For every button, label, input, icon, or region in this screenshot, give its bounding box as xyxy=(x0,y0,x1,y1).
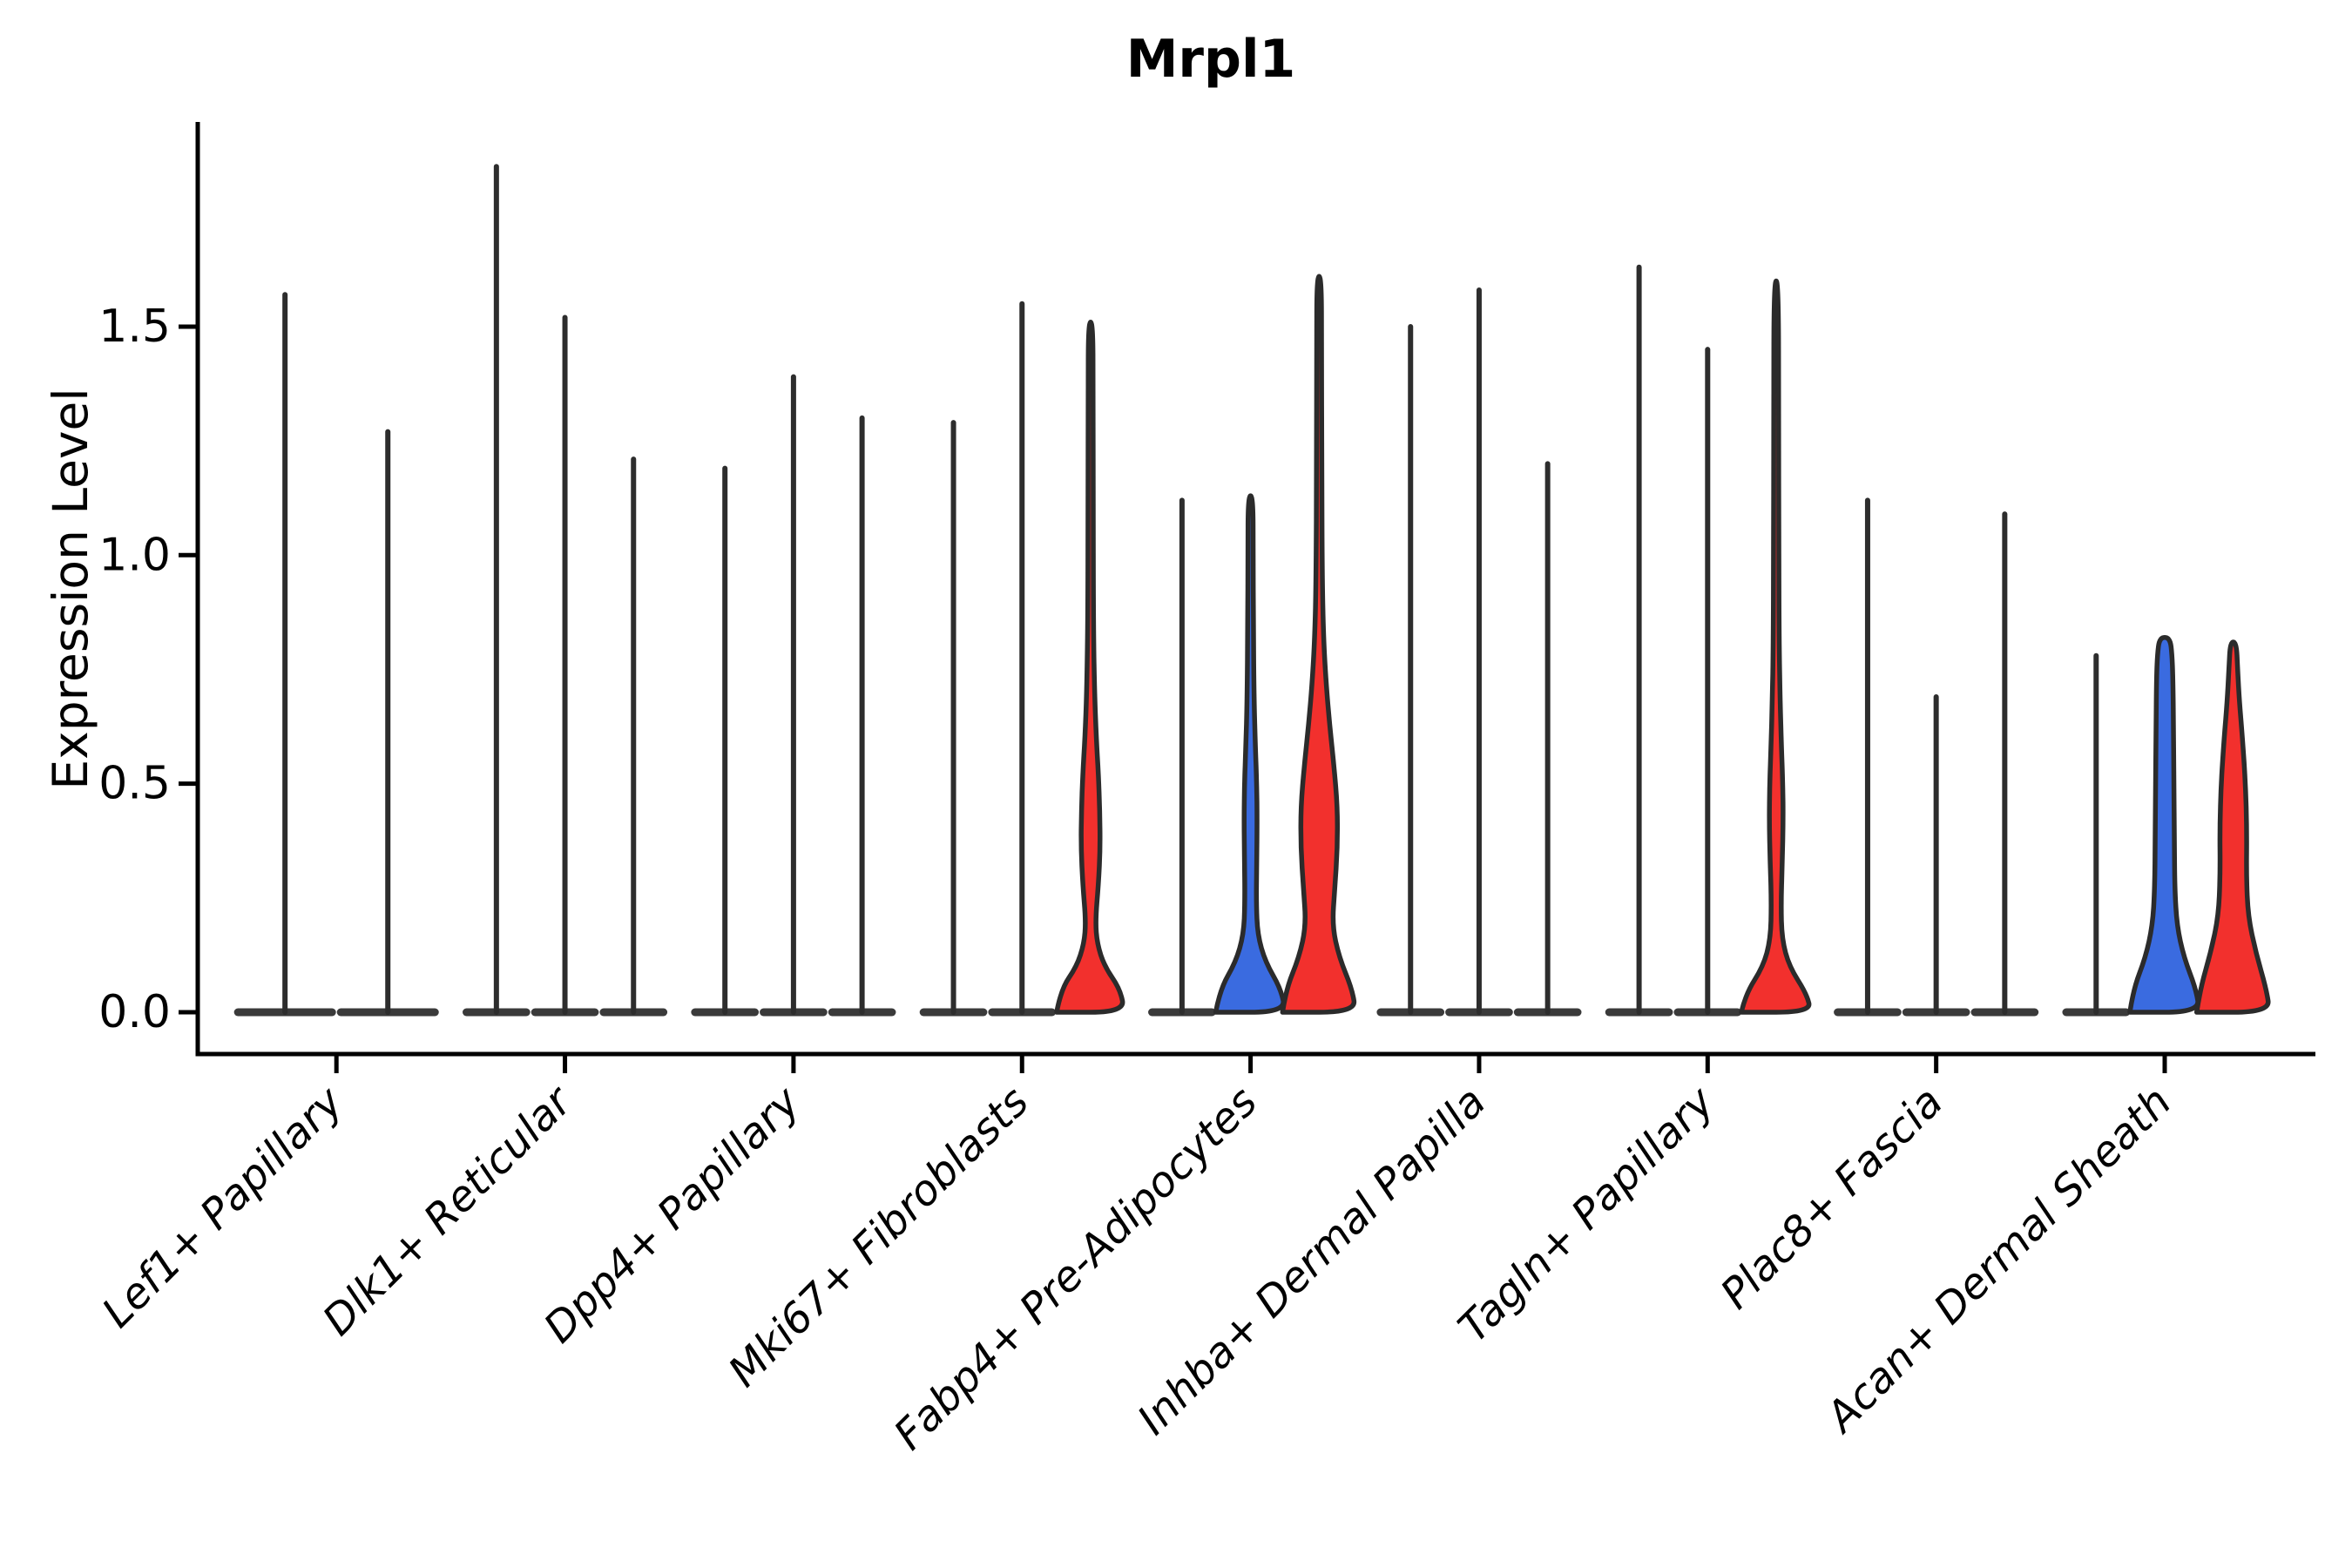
blue-violin-body xyxy=(1213,493,1286,1015)
y-tick-label: 1.0 xyxy=(98,529,171,581)
y-tick-label: 1.5 xyxy=(98,301,171,353)
y-tick-label: 0.0 xyxy=(98,986,171,1038)
x-tick-label: Dlk1+ Reticular xyxy=(314,1076,584,1346)
x-tick-label: Dpp4+ Papillary xyxy=(535,1077,810,1352)
axes-layer xyxy=(179,122,2315,1073)
red-violin-body xyxy=(1054,319,1125,1015)
y-tick-label: 0.5 xyxy=(98,758,171,810)
blue-violin-body xyxy=(2127,634,2200,1015)
violins-layer xyxy=(233,164,2271,1017)
x-tick-label: Tagln+ Papillary xyxy=(1450,1077,1725,1352)
red-violin-body xyxy=(2193,639,2271,1015)
y-axis-label: Expression Level xyxy=(43,388,98,789)
x-tick-label: Plac8+ Fascia xyxy=(1711,1078,1952,1319)
x-tick-label: Lef1+ Papillary xyxy=(93,1077,354,1337)
red-violin-body xyxy=(1280,274,1357,1015)
red-violin-body xyxy=(1739,278,1812,1015)
plot-title: Mrpl1 xyxy=(1126,29,1296,90)
x-tick-label: Fabp4+ Pre-Adipocytes xyxy=(885,1078,1267,1460)
